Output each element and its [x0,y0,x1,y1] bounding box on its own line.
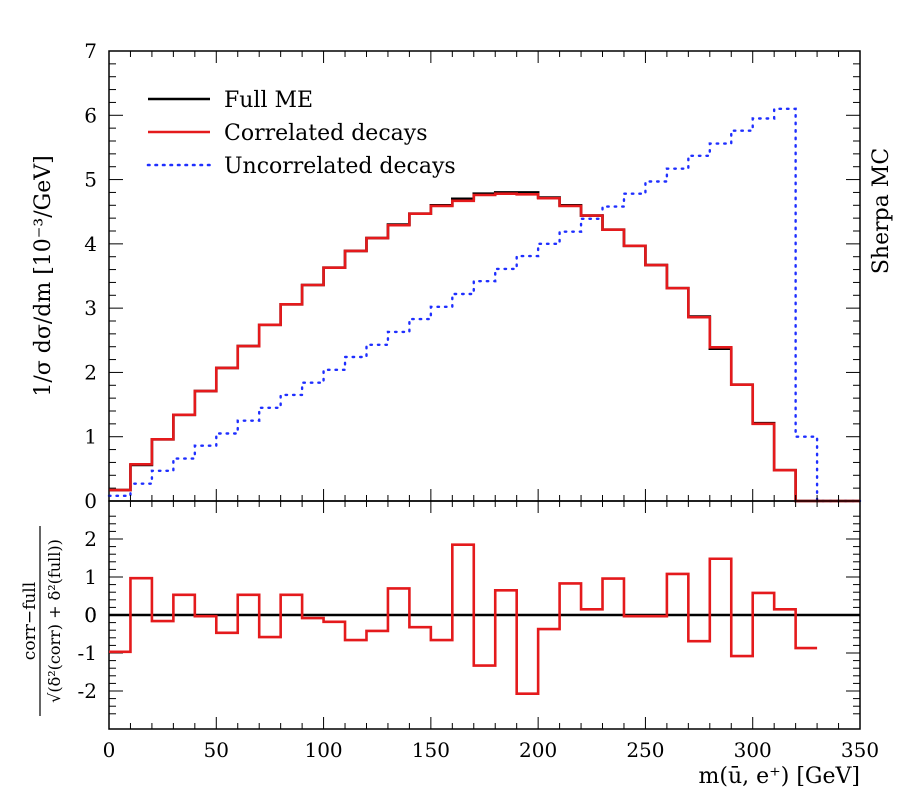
legend-label: Correlated decays [224,121,427,146]
ratio-y-tick-label: 1 [84,565,97,589]
x-axis-label: m(ū, e⁺) [GeV] [699,764,860,789]
x-tick-label: 0 [103,738,116,762]
main-y-tick-label: 3 [84,296,97,320]
series-line-full-me [109,191,860,503]
ratio-series-line [109,543,818,695]
ratio-y-tick-label: -1 [78,641,97,665]
main-y-tick-label: 0 [84,489,97,513]
x-tick-label: 300 [734,738,772,762]
legend: Full ME Correlated decays Uncorrelated dec… [146,88,456,179]
x-tick-label: 50 [204,738,229,762]
x-tick-label: 200 [519,738,557,762]
legend-label: Uncorrelated decays [224,154,456,179]
x-tick-label: 100 [304,738,342,762]
x-tick-label: 250 [626,738,664,762]
x-tick-label: 150 [412,738,450,762]
main-y-tick-label: 5 [84,168,97,192]
ratio-y-tick-label: -2 [78,679,97,703]
ratio-y-axis-label-numerator: corr−full [20,582,40,660]
series-line-correlated-decays [109,192,860,503]
main-y-tick-label: 2 [84,360,97,384]
main-y-tick-label: 1 [84,425,97,449]
main-panel: 0 1 2 3 4 5 6 7 [84,39,862,513]
main-y-tick-label: 4 [84,232,97,256]
legend-label: Full ME [224,88,313,113]
main-y-tick-label: 7 [84,39,97,63]
x-tick-label: 350 [841,738,879,762]
series-line-uncorrelated-decays [107,107,862,503]
main-y-axis-label: 1/σ dσ/dm [10⁻³/GeV] [31,155,56,396]
ratio-y-tick-label: 0 [84,603,97,627]
main-y-tick-label: 6 [84,103,97,127]
side-label: Sherpa MC [869,148,894,274]
ratio-y-tick-label: 0 [84,603,97,627]
ratio-y-tick-label: 2 [84,527,97,551]
ratio-panel: 0 50 100 150 200 250 300 350 -2 -1 0 1 2 0 [78,489,879,762]
ratio-y-axis-label-denominator: √(δ²(corr) + δ²(full)) [45,539,64,703]
